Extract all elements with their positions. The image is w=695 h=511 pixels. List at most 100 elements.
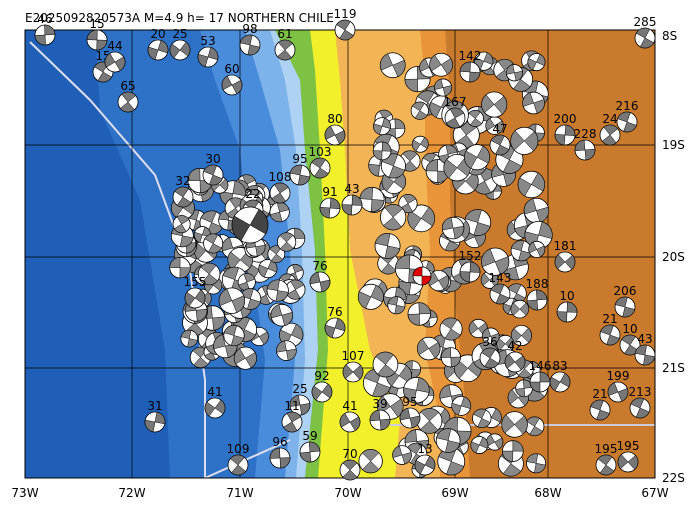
depth-label: 65 <box>120 79 135 93</box>
focal-mechanism <box>379 52 406 79</box>
focal-mechanism <box>269 201 290 223</box>
focal-mechanism <box>440 347 461 368</box>
focal-mechanism: 152 <box>459 249 481 283</box>
focal-mechanism: 47 <box>489 122 511 156</box>
focal-mechanism <box>486 433 504 451</box>
depth-label: 11 <box>284 399 299 413</box>
ball-quadrant <box>299 441 321 463</box>
focal-mechanism: 32 <box>172 174 194 208</box>
depth-label: 188 <box>526 277 549 291</box>
focal-mechanism: 21 <box>589 387 611 421</box>
ball-quadrant <box>617 454 639 470</box>
focal-mechanism <box>463 144 491 171</box>
focal-mechanism: 15 <box>86 17 108 51</box>
depth-label: 142 <box>459 49 482 63</box>
depth-label: 119 <box>334 7 357 21</box>
focal-mechanism <box>203 233 224 254</box>
focal-mechanism <box>374 232 401 259</box>
depth-label: 216 <box>616 99 639 113</box>
ball-quadrant <box>336 19 354 41</box>
focal-mechanism <box>359 186 385 213</box>
focal-mechanism: 83 <box>549 359 571 393</box>
depth-label: 195 <box>617 439 640 453</box>
focal-mechanism <box>398 193 418 214</box>
focal-mechanism <box>387 296 406 315</box>
focal-mechanism <box>523 197 550 224</box>
ball-quadrant <box>412 101 428 120</box>
ball-quadrant <box>223 325 245 346</box>
focal-mechanism <box>218 287 246 314</box>
ball-quadrant <box>607 382 629 402</box>
x-tick-label: 73W <box>11 486 38 500</box>
focal-mechanism: 76 <box>324 305 346 339</box>
ball-quadrant <box>529 371 551 393</box>
depth-label: 285 <box>634 15 657 29</box>
ball-quadrant <box>289 394 311 416</box>
focal-mechanism <box>510 299 529 319</box>
depth-label: 92 <box>314 369 329 383</box>
depth-label: 200 <box>554 112 577 126</box>
focal-mechanism <box>407 204 436 233</box>
focal-mechanism: 36 <box>479 335 501 369</box>
depth-label: 25 <box>172 27 187 41</box>
ball-quadrant <box>147 40 169 60</box>
ball-quadrant <box>630 397 650 419</box>
focal-mechanism <box>358 449 383 474</box>
ball-quadrant <box>173 215 190 234</box>
ball-quadrant <box>590 399 610 421</box>
focal-mechanism <box>510 240 532 262</box>
ball-quadrant <box>204 233 222 254</box>
focal-mechanism: 92 <box>311 369 333 403</box>
ball-quadrant <box>339 413 361 431</box>
focal-mechanism: 188 <box>526 277 549 311</box>
focal-mechanism: 200 <box>554 112 577 146</box>
ball-quadrant <box>468 110 483 127</box>
ball-quadrant <box>451 396 471 416</box>
focal-mechanism <box>505 64 524 82</box>
focal-mechanism: 195 <box>617 439 640 473</box>
focal-mechanism <box>276 340 297 361</box>
depth-label: 13 <box>417 442 432 456</box>
depth-label: 15 <box>89 17 104 31</box>
depth-label: 195 <box>595 442 618 456</box>
focal-mechanism: 206 <box>614 284 636 318</box>
focal-mechanism: 21 <box>599 312 621 346</box>
depth-label: 146 <box>529 359 552 373</box>
ball-quadrant <box>169 257 191 279</box>
x-tick-label: 69W <box>441 486 468 500</box>
ball-quadrant <box>403 377 430 404</box>
ball-quadrant <box>234 348 257 369</box>
ball-quadrant <box>231 209 269 241</box>
focal-mechanism: 41 <box>204 385 226 419</box>
depth-label: 20 <box>150 27 165 41</box>
focal-mechanism: 96 <box>269 435 291 469</box>
ball-quadrant <box>269 447 291 469</box>
depth-label: 41 <box>207 385 222 399</box>
depth-label: 61 <box>277 27 292 41</box>
depth-label: 60 <box>224 62 239 76</box>
ball-quadrant <box>230 454 246 476</box>
ball-quadrant <box>490 283 510 305</box>
ball-quadrant <box>436 428 461 453</box>
focal-mechanism <box>416 336 441 361</box>
ball-quadrant <box>361 449 380 474</box>
focal-mechanism <box>267 245 286 264</box>
ball-quadrant <box>119 91 137 113</box>
focal-mechanism: 95 <box>399 395 421 429</box>
ball-quadrant <box>169 41 191 59</box>
ball-quadrant <box>203 164 223 186</box>
ball-quadrant <box>549 372 571 392</box>
ball-quadrant <box>369 409 391 431</box>
focal-mechanism <box>357 283 384 310</box>
ball-quadrant <box>392 445 412 465</box>
ball-quadrant <box>470 436 489 454</box>
depth-label: 83 <box>552 359 567 373</box>
focal-mechanism <box>276 232 297 252</box>
depth-label: 181 <box>554 239 577 253</box>
ball-quadrant <box>601 124 619 146</box>
ball-quadrant <box>481 347 499 369</box>
focal-mechanism <box>496 334 515 353</box>
focal-mechanism: 199 <box>607 369 629 403</box>
ball-quadrant <box>311 157 329 179</box>
ball-quadrant <box>597 454 615 476</box>
